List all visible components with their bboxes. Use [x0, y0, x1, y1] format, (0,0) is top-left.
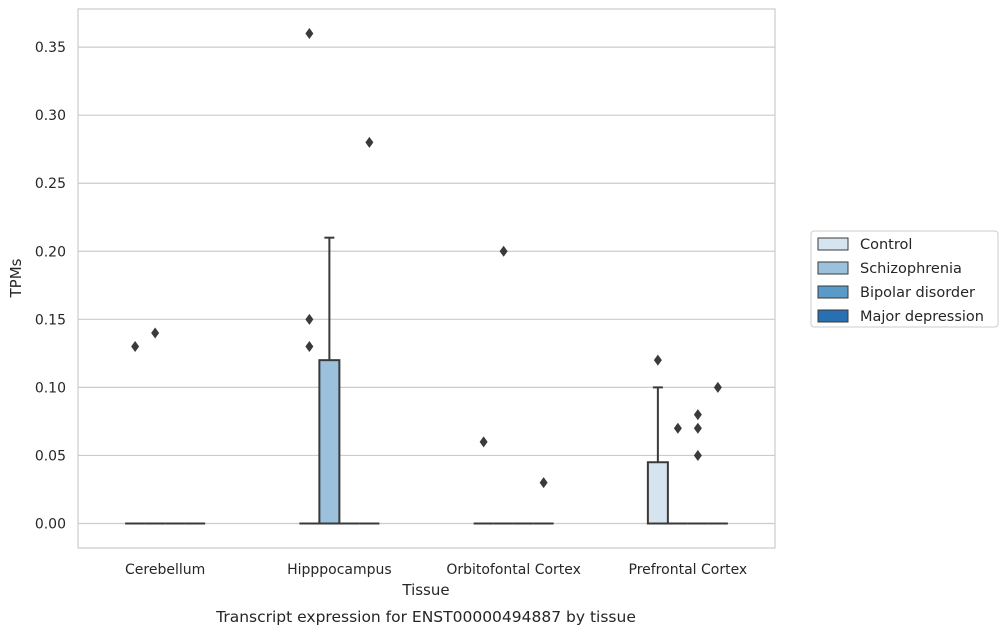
legend-swatch — [817, 237, 849, 251]
legend-label: Major depression — [860, 309, 984, 325]
box-plot-series — [125, 28, 728, 525]
y-tick-labels: 0.00 0.05 0.10 0.15 0.20 0.25 0.30 0.35 — [35, 40, 66, 532]
box-group — [646, 354, 669, 525]
x-tick-label: Prefrontal Cortex — [629, 562, 748, 578]
outlier-point — [673, 422, 682, 434]
y-tick-label: 0.20 — [35, 244, 66, 260]
y-axis-title: TPMs — [7, 258, 25, 298]
y-tick-label: 0.10 — [35, 380, 66, 396]
box-group — [125, 341, 146, 525]
box-group — [687, 409, 708, 525]
legend: Control Schizophrenia Bipolar disorder Majo… — [810, 230, 999, 328]
box-group — [667, 422, 688, 525]
outlier-point — [539, 477, 548, 489]
legend-swatch — [817, 309, 849, 323]
box-group — [707, 381, 728, 525]
outlier-point — [131, 341, 140, 353]
x-tick-label: Hipppocampus — [287, 562, 392, 578]
box — [318, 359, 341, 525]
outlier-point — [693, 449, 702, 461]
box-group — [299, 28, 320, 525]
legend-label: Control — [860, 237, 912, 253]
gridlines — [78, 46, 775, 525]
outlier-point — [693, 422, 702, 434]
y-tick-label: 0.00 — [35, 517, 66, 533]
y-tick-label: 0.05 — [35, 448, 66, 464]
outlier-point — [713, 381, 722, 393]
box — [646, 461, 669, 525]
legend-swatch — [817, 285, 849, 299]
x-tick-labels: Cerebellum Hipppocampus Orbitofontal Corte… — [125, 562, 747, 578]
x-axis-title: Tissue — [401, 581, 449, 599]
box-group — [359, 136, 380, 525]
outlier-point — [653, 354, 662, 366]
box-group — [318, 236, 341, 525]
box-group — [145, 327, 166, 525]
outlier-point — [305, 28, 314, 39]
legend-swatch — [817, 261, 849, 275]
legend-frame — [810, 230, 999, 328]
chart-caption: Transcript expression for ENST0000049488… — [215, 608, 636, 626]
plot-frame — [77, 8, 776, 549]
box-group — [533, 477, 554, 525]
outlier-point — [305, 313, 314, 325]
y-tick-label: 0.35 — [35, 40, 66, 56]
outlier-point — [151, 327, 160, 339]
outlier-point — [693, 409, 702, 421]
outlier-point — [305, 341, 314, 353]
y-tick-label: 0.15 — [35, 312, 66, 328]
box-group — [493, 245, 514, 525]
outlier-point — [479, 436, 488, 448]
x-tick-label: Cerebellum — [125, 562, 205, 578]
outlier-point — [365, 136, 374, 148]
legend-label: Bipolar disorder — [860, 285, 975, 301]
box-group — [473, 436, 494, 525]
legend-label: Schizophrenia — [860, 261, 962, 277]
x-tick-label: Orbitofontal Cortex — [446, 562, 581, 578]
outlier-point — [499, 245, 508, 257]
y-tick-label: 0.25 — [35, 176, 66, 192]
y-tick-label: 0.30 — [35, 108, 66, 124]
